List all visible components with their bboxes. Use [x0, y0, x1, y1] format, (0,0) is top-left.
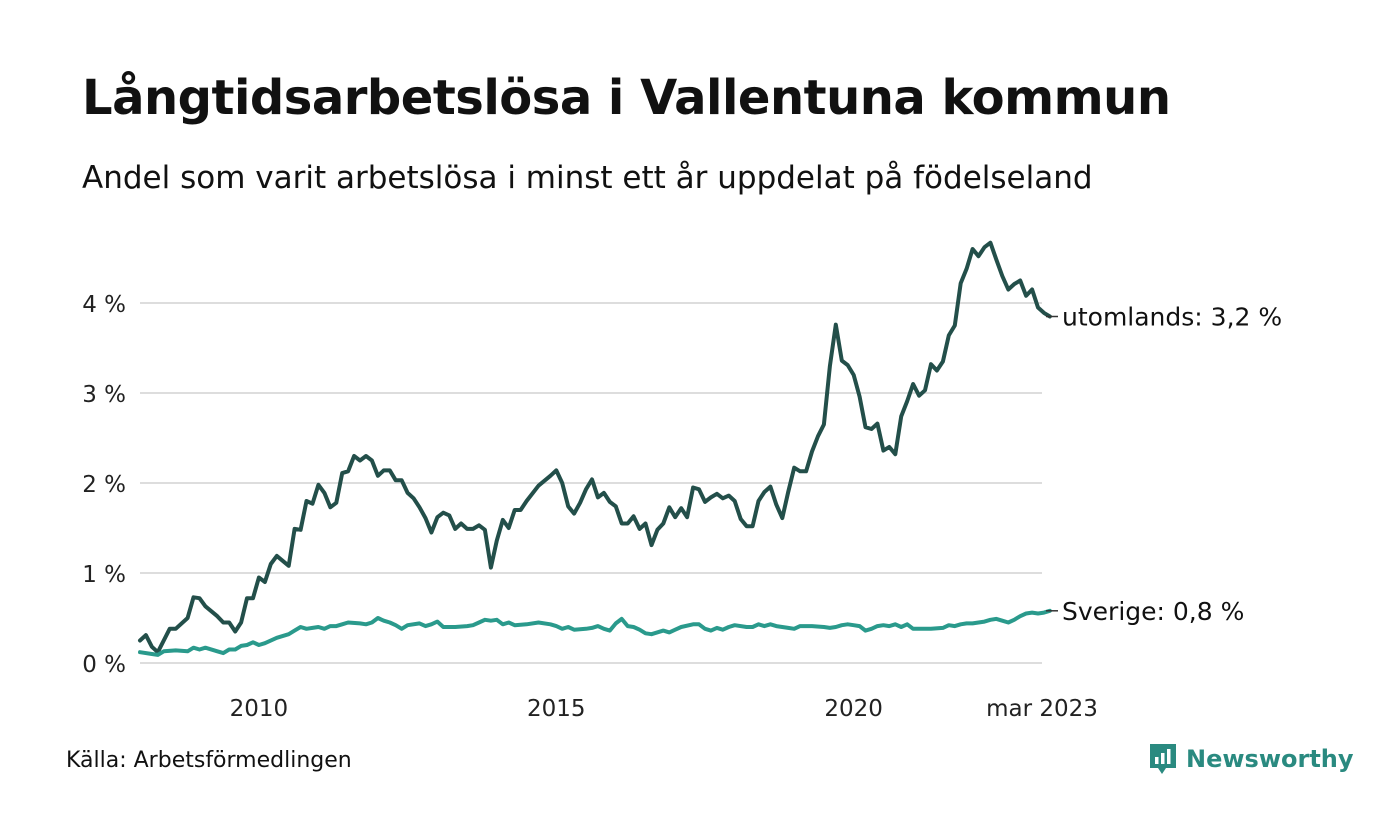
series-line-utomlands [138, 240, 1052, 655]
y-axis: 0 % 1 % 2 % 3 % 4 % [82, 292, 126, 678]
brand: Newsworthy [1148, 742, 1354, 776]
x-tick-label: 2015 [527, 696, 586, 722]
x-tick-label: 2020 [824, 696, 883, 722]
y-tick-label: 3 % [82, 382, 126, 408]
y-tick-label: 4 % [82, 292, 126, 318]
source-note: Källa: Arbetsförmedlingen [66, 748, 352, 773]
series-label-sverige: Sverige: 0,8 % [1062, 597, 1244, 626]
y-tick-label: 0 % [82, 652, 126, 678]
y-tick-label: 2 % [82, 472, 126, 498]
series-lines [138, 240, 1052, 657]
y-tick-label: 1 % [82, 562, 126, 588]
chart-title: Långtidsarbetslösa i Vallentuna kommun [82, 70, 1171, 126]
series-labels: utomlands: 3,2 % Sverige: 0,8 % [1046, 303, 1282, 626]
series-line-sverige [138, 608, 1052, 657]
x-tick-label: mar 2023 [986, 696, 1098, 722]
x-axis: 2010 2015 2020 mar 2023 [230, 696, 1098, 722]
x-tick-label: 2010 [230, 696, 289, 722]
series-label-utomlands: utomlands: 3,2 % [1062, 303, 1282, 332]
newsworthy-logo-icon [1150, 744, 1176, 774]
chart-subtitle: Andel som varit arbetslösa i minst ett å… [82, 160, 1093, 196]
brand-name: Newsworthy [1186, 745, 1354, 773]
